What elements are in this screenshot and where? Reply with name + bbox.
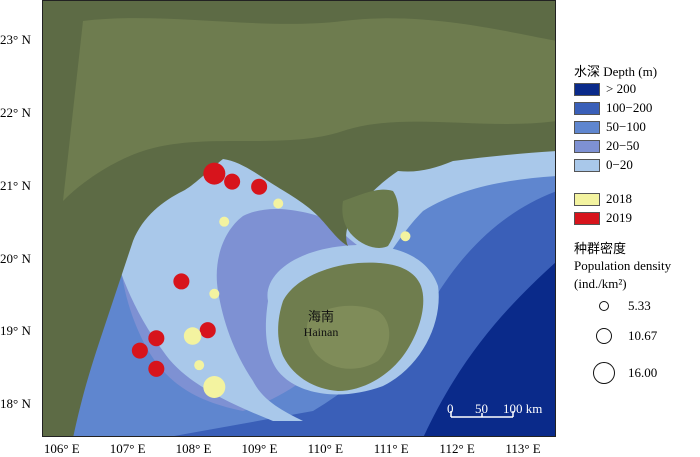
map-canvas	[43, 1, 555, 436]
depth-swatch	[574, 102, 600, 115]
depth-swatch	[574, 83, 600, 96]
depth-label: 100−200	[606, 100, 653, 115]
longitude-label: 113° E	[505, 441, 541, 456]
density-size-label: 10.67	[628, 328, 658, 343]
density-legend-title-en: Population density	[574, 258, 672, 273]
scale-label-50: 50	[475, 401, 488, 416]
sample-point-2018	[219, 216, 230, 227]
sample-point-2018	[400, 231, 411, 242]
sample-point-2019	[224, 173, 241, 190]
depth-label: > 200	[606, 81, 637, 96]
density-size-circle	[596, 328, 612, 344]
year-swatch	[574, 212, 600, 225]
latitude-label: 20° N	[0, 250, 31, 266]
year-swatch	[574, 193, 600, 206]
sample-point-2019	[173, 273, 190, 290]
scale-label-100: 100 km	[503, 401, 543, 416]
density-size-label: 5.33	[628, 298, 651, 313]
sample-point-2018	[273, 198, 284, 209]
sample-point-2018	[183, 327, 202, 345]
sample-point-2019	[199, 322, 216, 339]
latitude-label: 18° N	[0, 396, 31, 412]
longitude-label: 111° E	[373, 441, 409, 456]
longitude-label: 108° E	[175, 441, 212, 456]
scale-bar	[450, 411, 514, 418]
hainan-highlands	[306, 305, 390, 369]
legend-panel: 水深 Depth (m) > 200 100−200 50−100 20−50 0−20…	[556, 0, 700, 437]
longitude-label: 110° E	[307, 441, 344, 456]
longitude-label: 112° E	[439, 441, 475, 456]
map-frame: 海南 Hainan 0 50 100 km	[42, 0, 556, 437]
sample-point-2019	[203, 162, 226, 185]
sample-point-2019	[251, 178, 268, 195]
depth-label: 0−20	[606, 157, 633, 172]
longitude-label: 106° E	[43, 441, 80, 456]
sample-point-2019	[131, 342, 148, 359]
sample-point-2018	[194, 360, 205, 371]
leizhou-peninsula	[342, 189, 399, 248]
scale-label-0: 0	[447, 401, 454, 416]
depth-label: 20−50	[606, 138, 640, 153]
density-size-circle	[599, 301, 609, 311]
sample-point-2018	[209, 288, 220, 299]
hainan-label: 海南 Hainan	[291, 306, 351, 340]
year-label: 2019	[606, 210, 632, 225]
latitude-label: 21° N	[0, 177, 31, 193]
latitude-label: 22° N	[0, 104, 31, 120]
density-size-label: 16.00	[628, 365, 658, 380]
longitude-label: 107° E	[109, 441, 146, 456]
depth-0-20-area	[108, 151, 555, 421]
sample-point-2019	[148, 330, 165, 347]
depth-swatch	[574, 159, 600, 172]
year-label: 2018	[606, 191, 632, 206]
sample-point-2019	[148, 360, 165, 377]
density-size-circle	[593, 362, 615, 384]
depth-legend-title: 水深 Depth (m)	[574, 64, 658, 79]
mainland-texture	[63, 18, 555, 201]
density-legend-title-cn: 种群密度	[574, 241, 627, 256]
depth-label: 50−100	[606, 119, 646, 134]
depth-swatch	[574, 140, 600, 153]
longitude-label: 109° E	[241, 441, 278, 456]
hainan-label-en: Hainan	[303, 325, 339, 339]
depth-swatch	[574, 121, 600, 134]
sample-point-2018	[203, 376, 226, 399]
latitude-label: 23° N	[0, 32, 31, 48]
density-legend-unit: (ind./km²)	[574, 276, 627, 291]
latitude-label: 19° N	[0, 323, 31, 339]
hainan-label-cn: 海南	[307, 309, 334, 324]
